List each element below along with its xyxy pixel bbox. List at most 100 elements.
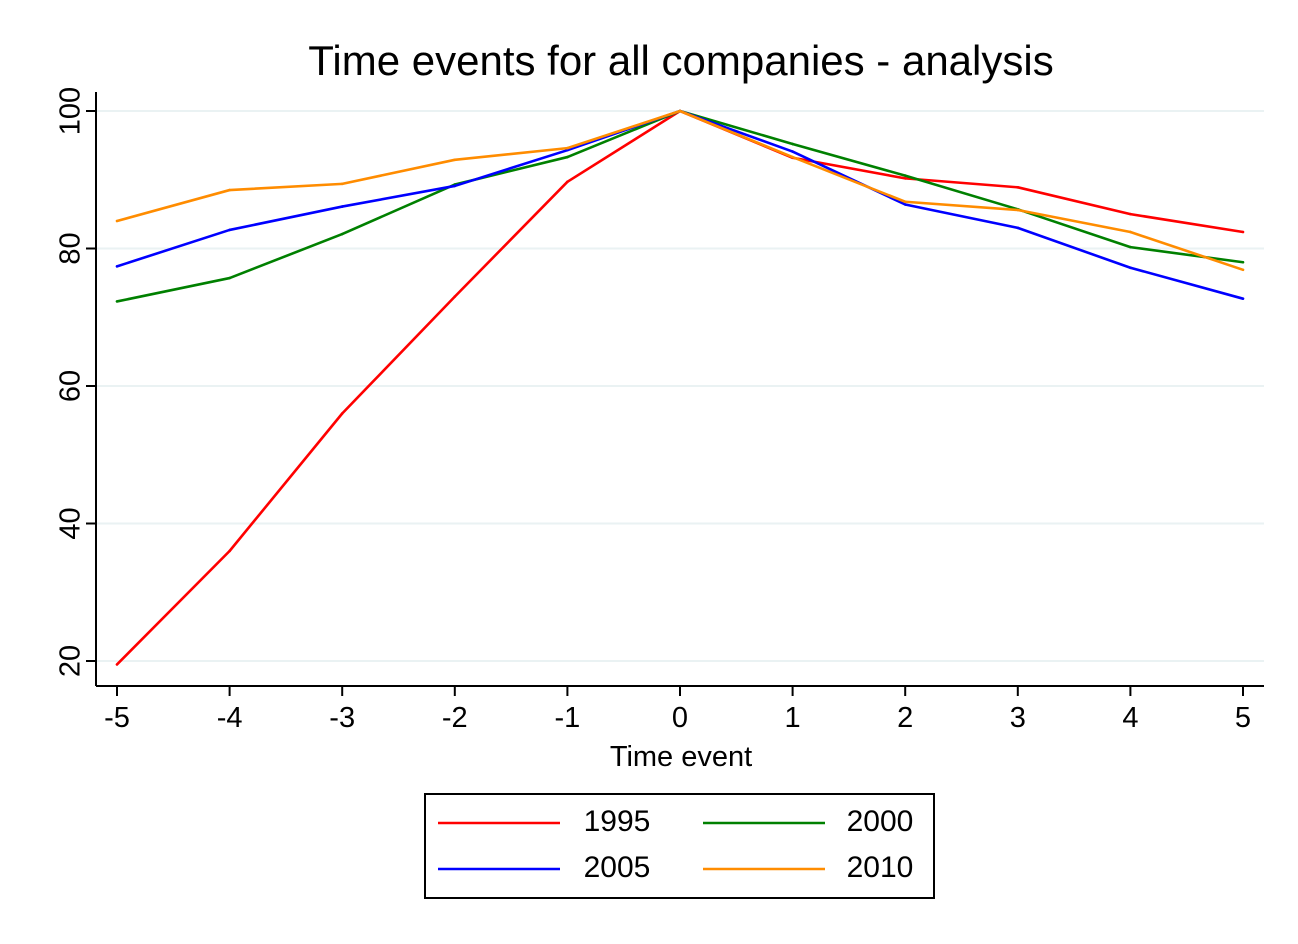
series-2010-point-3 [1016,208,1019,212]
y-tick-label-100: 100 [55,87,87,135]
series-2005-segment-9 [1129,266,1245,300]
y-tick-label-80: 80 [55,232,87,264]
series-2010-segment-1 [228,182,344,192]
series-2010-segment-2 [340,158,457,186]
series-1995-point--2 [453,295,456,298]
series-2000-segment-9 [1129,245,1245,264]
series-1995-segment-3 [453,180,569,298]
series-1995-segment-2 [340,295,457,415]
series-2010-point--4 [228,188,231,192]
series-2000-segment-8 [1016,208,1132,249]
x-tick-label--2: -2 [442,702,468,734]
series-2000-segment-6 [791,142,907,177]
series-1995-segment-7 [903,177,1020,189]
series-2010-segment-7 [903,200,1020,212]
series-2005-segment-0 [115,228,231,268]
series-2005-point-5 [1241,297,1245,300]
series-layer [115,109,1245,666]
series-2005-point-2 [904,203,907,206]
series-2000-segment-2 [340,183,457,236]
series-2010-point--3 [341,182,344,186]
series-1995-segment-0 [115,549,231,666]
series-2005-segment-2 [340,184,457,208]
series-2010-segment-3 [453,146,569,162]
series-2010-point-0 [678,109,682,113]
series-2005-segment-1 [228,205,344,232]
x-tick-label--4: -4 [217,702,243,734]
x-tick-label-0: 0 [672,702,688,734]
x-tick-label-4: 4 [1122,702,1138,734]
series-1995-point-4 [1129,212,1132,216]
x-tick-label-5: 5 [1235,702,1251,734]
x-tick-label--1: -1 [555,702,581,734]
series-2000-segment-7 [903,174,1020,211]
series-1995-segment-1 [228,412,344,553]
series-2010-point-5 [1241,268,1245,272]
series-1995-segment-8 [1016,186,1132,216]
series-2000-point-2 [904,174,907,177]
series-2010-point-2 [904,200,907,203]
series-1995-point--5 [115,663,119,666]
legend-items: 1995 2000 2005 2010 [438,805,913,884]
legend-label-1995: 1995 [584,805,651,838]
y-tick-label-60: 60 [55,370,87,402]
series-2010-point--1 [566,146,569,150]
series-2000-point-4 [1129,245,1132,249]
series-2005-segment-3 [453,148,569,188]
x-tick-label-3: 3 [1010,702,1026,734]
series-2005-segment-7 [903,203,1020,230]
series-2010-segment-8 [1016,208,1132,234]
series-2000-point--4 [228,276,231,280]
x-tick-label-1: 1 [785,702,801,734]
series-2010-segment-6 [791,155,907,204]
series-2000-point-1 [791,142,794,146]
series-2010-segment-5 [678,109,794,159]
series-2005-point--5 [115,265,119,268]
series-2000-point--1 [566,155,569,159]
series-1995-point--1 [566,180,569,184]
series-1995-point--4 [228,549,231,553]
series-2005-point-4 [1129,266,1132,269]
series-2010-point-1 [791,155,794,159]
series-2000-point--3 [341,232,344,236]
series-2005-point--1 [566,148,569,152]
legend: 1995 2000 2005 2010 [424,793,935,899]
legend-box [424,793,935,899]
series-2005-point--2 [453,184,456,188]
x-tick-label--5: -5 [104,702,130,734]
series-2000-segment-1 [228,232,344,280]
series-2010 [115,109,1245,272]
legend-label-2000: 2000 [847,805,914,838]
series-2010-point--5 [115,219,119,223]
x-tick-label-2: 2 [897,702,913,734]
series-1995-segment-9 [1129,212,1245,234]
series-2005-point-1 [791,150,794,153]
series-1995-point--3 [341,412,344,415]
grid-layer [97,110,1264,662]
series-2010-point-4 [1129,230,1132,234]
series-2010-point--2 [453,158,456,162]
series-2010-segment-0 [115,188,231,223]
series-2005-segment-8 [1016,226,1132,270]
x-axis-label: Time event [610,741,752,773]
axes-layer: 20 40 60 80 100 -5 -4 -3 -2 -1 0 1 2 3 4 5 [55,87,1264,734]
y-tick-label-20: 20 [55,645,87,677]
series-2010-segment-9 [1129,230,1245,272]
series-2005-point--3 [341,205,344,208]
x-tick-label--3: -3 [329,702,355,734]
chart-title: Time events for all companies - analysis [308,37,1053,84]
series-2000-point--5 [115,300,119,303]
series-2010-segment-4 [566,109,682,150]
y-tick-label-40: 40 [55,507,87,539]
series-1995-point-5 [1241,230,1245,234]
series-2005-point-3 [1016,226,1019,230]
series-1995-point-2 [904,177,907,180]
legend-label-2005: 2005 [584,851,651,884]
series-2005-point--4 [228,228,231,232]
series-1995-point-3 [1016,186,1019,189]
series-2000-point-5 [1241,261,1245,264]
series-2000-segment-0 [115,276,231,303]
